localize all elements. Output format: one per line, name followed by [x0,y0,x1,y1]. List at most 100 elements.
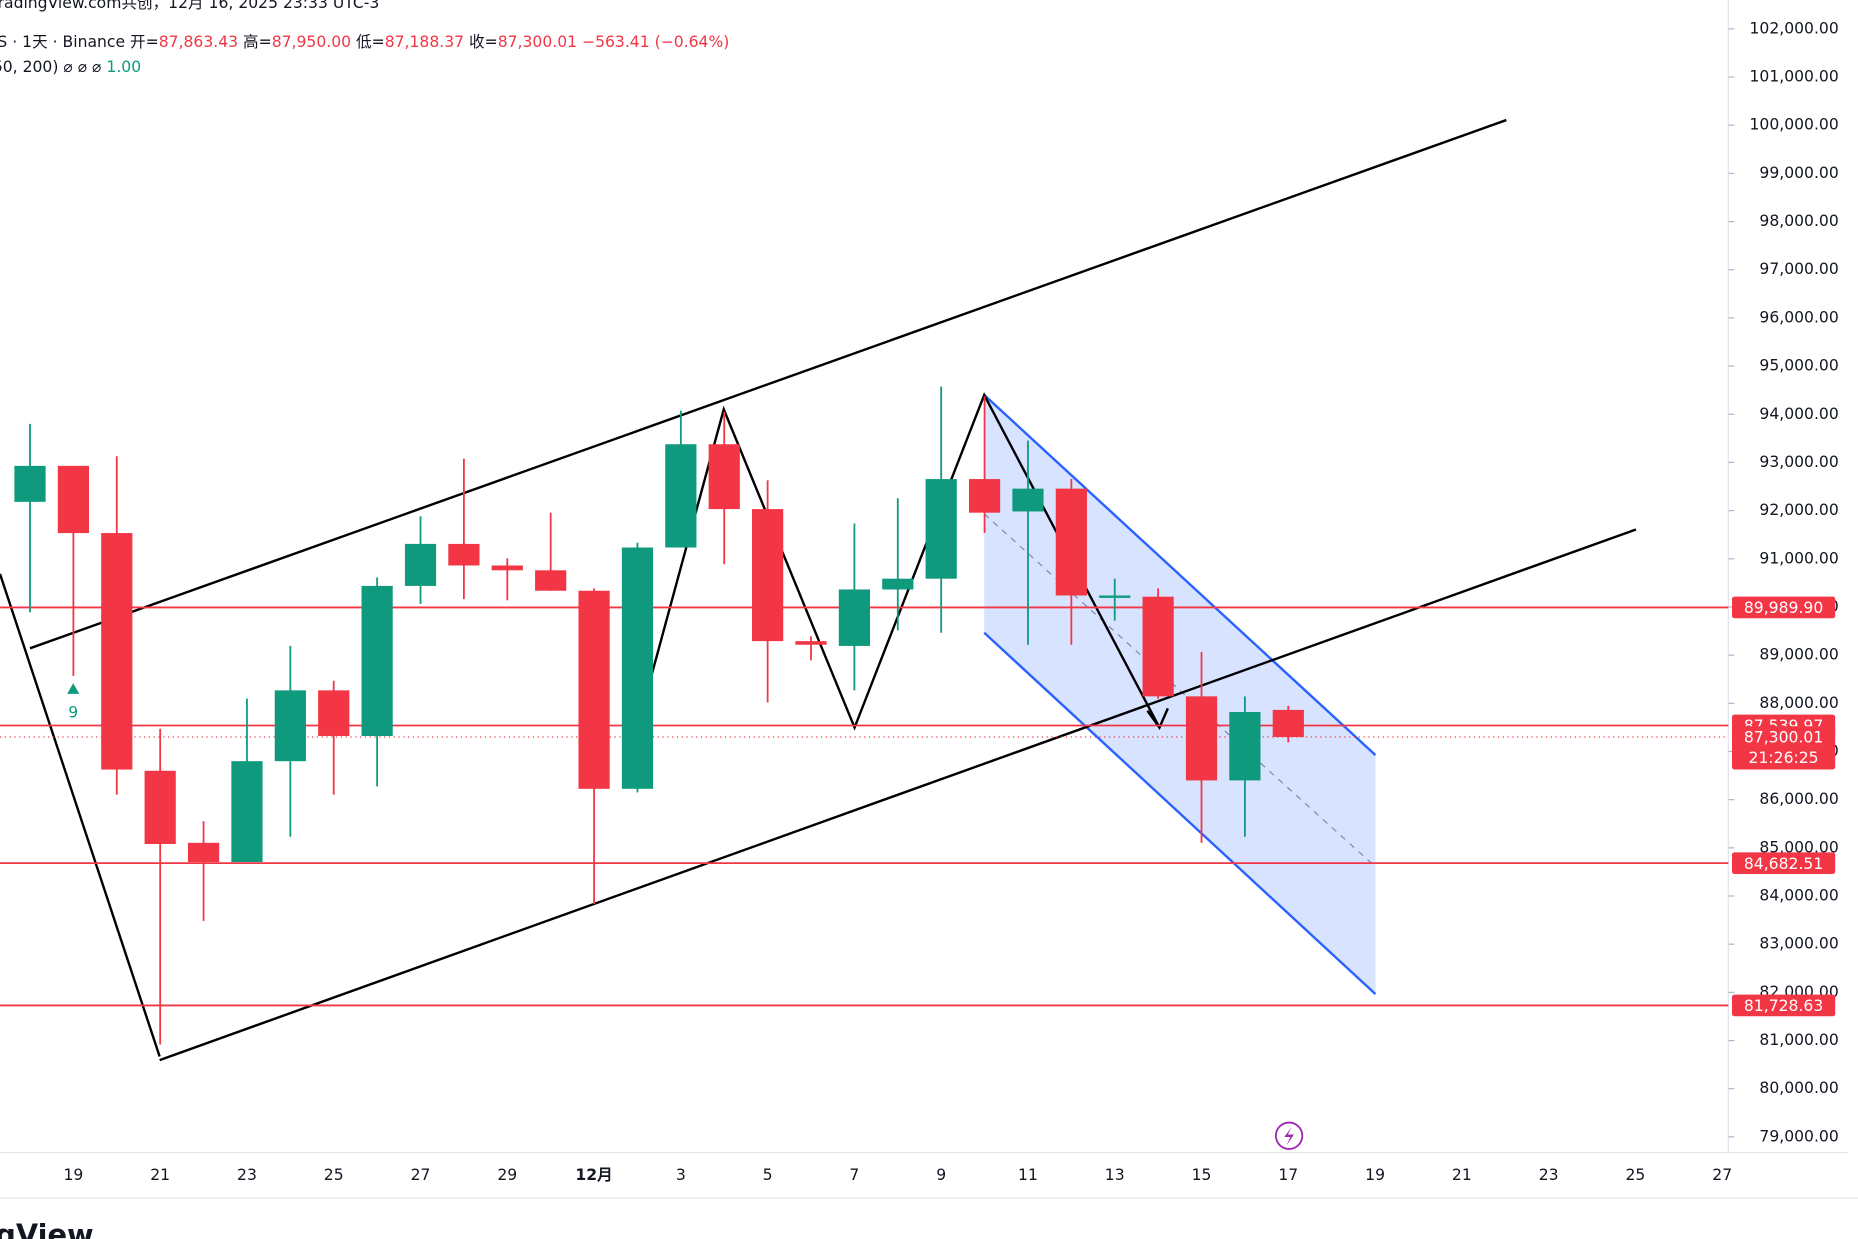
price-label: 81,728.63 [1744,997,1823,1015]
x-tick-label: 17 [1278,1166,1298,1184]
y-tick-label: 89,000.00 [1759,646,1838,664]
x-tick-label: 13 [1105,1166,1125,1184]
price-label-box [1731,994,1836,1017]
x-tick-label: 29 [497,1166,517,1184]
x-tick-label: 19 [1365,1166,1385,1184]
candle-body [578,590,610,789]
y-tick-label: 88,000.00 [1759,694,1838,712]
candle-body [318,690,350,736]
candle-body [882,578,914,590]
x-tick-label: 21 [1452,1166,1472,1184]
price-label-box [1731,852,1836,874]
field-value: 87,300.01 [498,33,577,51]
y-tick-label: 79,000.00 [1759,1127,1838,1145]
arrow-head [1146,707,1169,730]
countdown: 21:26:25 [1749,749,1819,767]
x-tick-label: 9 [936,1166,946,1184]
indicator-value: 1.00 [106,58,141,76]
x-tick-label: 11 [1018,1166,1038,1184]
x-tick-label: 3 [676,1166,686,1184]
y-tick-label: 98,000.00 [1759,212,1838,230]
channel-edge [983,631,1377,995]
candle-body [274,690,306,762]
x-tick-label: 25 [324,1166,344,1184]
indicator: 50, 200) [0,58,58,76]
x-tick-label: 7 [849,1166,859,1184]
y-tick-label: 91,000.00 [1759,549,1838,567]
channel-mid [983,513,1376,868]
candle-body [101,533,133,770]
field-value: 87,950.00 [272,33,351,51]
y-tick-label: 93,000.00 [1759,453,1838,471]
candle-body [925,479,957,579]
x-tick-label: 19 [63,1166,83,1184]
channel-edge [983,394,1377,757]
candle-body [231,761,263,863]
field-label: 高= [243,33,272,51]
signal-label: 9 [68,704,78,722]
y-tick-label: 84,000.00 [1759,887,1838,905]
price-label: 89,989.90 [1744,599,1823,617]
y-tick-label: 97,000.00 [1759,260,1838,278]
header-line: JS · 1天 · Binance 开=87,863.43 高=87,950.0… [0,33,729,51]
signal-marker [67,683,80,694]
field-value: 87,863.43 [159,33,238,51]
source-text: radingView.com共创，12月 16, 2025 23:33 UTC-… [0,0,379,12]
candle-body [1012,488,1044,512]
event-icon-bolt [1284,1127,1294,1146]
trend-line [159,528,1637,1062]
candle-body [1099,595,1131,598]
y-tick-label: 100,000.00 [1750,116,1839,134]
field-label: 收= [469,33,498,51]
x-tick-label: 23 [237,1166,257,1184]
candle-body [448,543,480,566]
y-tick-label: 101,000.00 [1750,68,1839,86]
candle-body [187,842,220,863]
x-tick-label: 27 [1712,1166,1732,1184]
y-tick-label: 99,000.00 [1759,164,1838,182]
candle-body [752,509,784,642]
candle-body [621,547,654,789]
field-label: 低= [356,33,385,51]
y-tick-label: 86,000.00 [1759,790,1838,808]
last-price-label: 87,300.01 [1744,729,1823,747]
trend-line [29,118,1507,650]
y-tick-label: 80,000.00 [1759,1079,1838,1097]
change: −563.41 (−0.64%) [582,33,729,51]
x-tick-label: 23 [1539,1166,1559,1184]
x-tick-label: 15 [1192,1166,1212,1184]
footer-logo: gView [0,1218,94,1239]
candle-body [491,565,523,571]
y-tick-label: 83,000.00 [1759,935,1838,953]
candle-body [535,570,567,591]
x-tick-label: 21 [150,1166,170,1184]
candle-body [361,585,393,736]
y-tick-label: 94,000.00 [1759,405,1838,423]
candle-body [14,465,46,502]
price-label-box [1731,596,1836,619]
price-label: 84,682.51 [1744,855,1823,873]
x-tick-label: 25 [1625,1166,1645,1184]
candle-body [57,465,89,534]
symbol: JS · 1天 · Binance [0,33,125,51]
candle-body [708,444,740,510]
candle-body [838,589,871,646]
field-value: 87,188.37 [385,33,464,51]
candle-body [1272,709,1304,738]
x-tick-label: 5 [763,1166,773,1184]
candle-body [404,543,437,586]
y-tick-label: 92,000.00 [1759,501,1838,519]
y-tick-label: 85,000.00 [1759,838,1838,856]
candle-body [1055,488,1087,596]
last-price-box [1731,726,1836,770]
candle-body [795,641,827,645]
candle-body [1229,711,1261,781]
candle-body [144,770,176,844]
indicator-line: 50, 200) ⌀ ⌀ ⌀ 1.00 [0,58,141,76]
zigzag [0,573,161,1057]
y-tick-label: 95,000.00 [1759,357,1838,375]
y-tick-label: 102,000.00 [1750,19,1839,37]
x-tick-label: 27 [411,1166,431,1184]
